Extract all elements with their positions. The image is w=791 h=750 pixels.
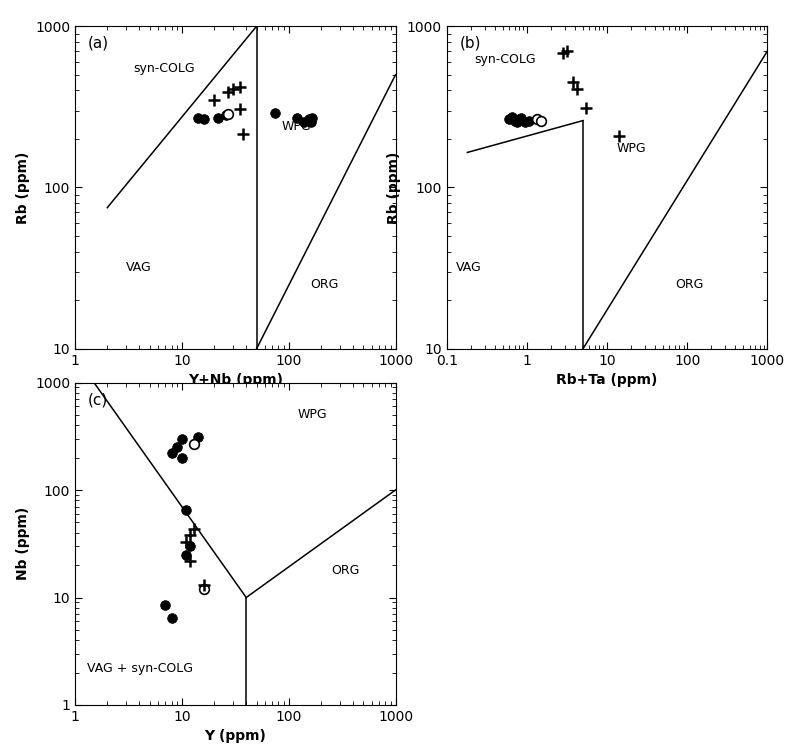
Text: WPG: WPG — [616, 142, 645, 154]
X-axis label: Y+Nb (ppm): Y+Nb (ppm) — [187, 374, 283, 387]
Y-axis label: Nb (ppm): Nb (ppm) — [16, 507, 29, 580]
Y-axis label: Rb (ppm): Rb (ppm) — [388, 152, 401, 224]
Text: syn-COLG: syn-COLG — [133, 62, 195, 74]
Text: (b): (b) — [460, 36, 481, 51]
Y-axis label: Rb (ppm): Rb (ppm) — [16, 152, 29, 224]
X-axis label: Y (ppm): Y (ppm) — [204, 730, 267, 743]
Text: (a): (a) — [88, 36, 109, 51]
Text: ORG: ORG — [311, 278, 339, 291]
Text: ORG: ORG — [331, 563, 360, 577]
Text: (c): (c) — [88, 392, 108, 407]
Text: VAG + syn-COLG: VAG + syn-COLG — [87, 662, 193, 675]
Text: VAG: VAG — [456, 261, 482, 274]
Text: WPG: WPG — [281, 120, 311, 133]
Text: ORG: ORG — [675, 278, 703, 291]
X-axis label: Rb+Ta (ppm): Rb+Ta (ppm) — [556, 374, 658, 387]
Text: syn-COLG: syn-COLG — [475, 53, 536, 66]
Text: WPG: WPG — [297, 408, 327, 422]
Text: VAG: VAG — [126, 261, 152, 274]
